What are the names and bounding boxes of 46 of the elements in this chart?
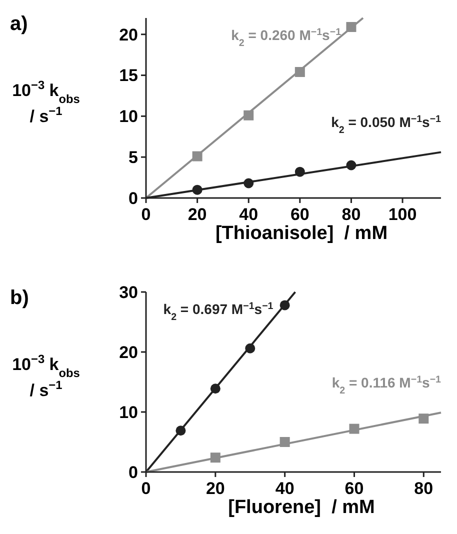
- x-tick-label: 40: [239, 205, 258, 224]
- point: [210, 384, 220, 394]
- point: [346, 22, 356, 32]
- series-label: k$_{2}$ = 0.116 M$^{−1}$s$^{−1}$: [332, 374, 442, 396]
- point: [346, 160, 356, 170]
- point: [245, 343, 256, 354]
- y-tick-label: 20: [119, 342, 138, 362]
- point: [349, 424, 360, 434]
- series-label: k$_{2}$ = 0.050 M$^{−1}$s$^{−1}$: [331, 114, 442, 136]
- x-tick-label: 0: [141, 205, 151, 224]
- y-tick-label: 10: [119, 107, 138, 126]
- y-tick-label: 5: [128, 148, 138, 168]
- y-tick-label: 0: [128, 462, 138, 482]
- point: [176, 426, 186, 436]
- point: [210, 452, 220, 463]
- x-tick-label: 80: [342, 205, 361, 224]
- point: [192, 151, 202, 162]
- point: [294, 166, 305, 177]
- x-tick-label: 20: [188, 205, 207, 224]
- point: [244, 110, 254, 120]
- y-axis-title: 10$^{−3}$ k$_{obs}$ / s$^{−1}$: [12, 78, 80, 126]
- x-tick-label: 60: [344, 479, 364, 498]
- x-tick-label: 40: [275, 479, 294, 498]
- y-tick-label: 10: [119, 402, 138, 422]
- x-tick-label: 60: [290, 205, 310, 224]
- point: [294, 67, 305, 77]
- point: [244, 178, 254, 188]
- chart-title: a): [10, 13, 28, 35]
- point: [418, 414, 429, 424]
- point: [280, 300, 290, 310]
- y-tick-label: 20: [119, 25, 138, 44]
- y-axis-title: 10$^{−3}$ k$_{obs}$ / s$^{−1}$: [12, 352, 80, 400]
- x-axis-title: [Thioanisole] / mM: [215, 223, 388, 244]
- series-label: k$_{2}$ = 0.260 M$^{−1}$s$^{−1}$: [231, 26, 342, 48]
- x-tick-label: 20: [206, 479, 225, 498]
- x-axis-title: [Fluorene] / mM: [228, 497, 375, 518]
- point: [192, 184, 202, 195]
- series-label: k$_{2}$ = 0.697 M$^{−1}$s$^{−1}$: [163, 300, 274, 322]
- x-tick-label: 0: [141, 479, 151, 498]
- y-tick-label: 30: [119, 282, 138, 302]
- x-tick-label: 80: [414, 479, 434, 498]
- chart-title: b): [10, 287, 29, 309]
- y-tick-label: 15: [119, 66, 138, 86]
- x-tick-label: 100: [388, 205, 417, 224]
- y-tick-label: 0: [128, 188, 138, 208]
- point: [280, 437, 290, 447]
